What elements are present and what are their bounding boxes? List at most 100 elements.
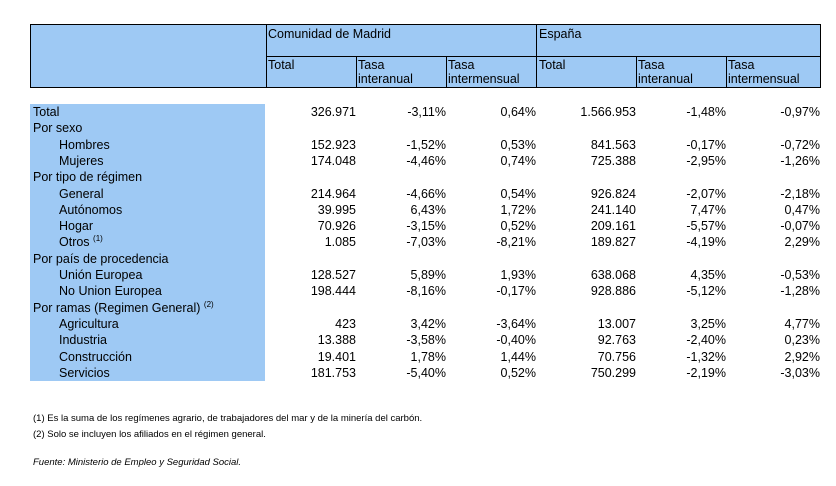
table-cell: 39.995: [317, 202, 356, 217]
table-row: Otros (1) 1.085 -7,03% -8,21% 189.827 -4,19% 2…: [0, 234, 836, 250]
table-cell: 423: [335, 316, 356, 331]
table-cell: 7,47%: [690, 202, 726, 217]
row-label: Por ramas (Regimen General) (2): [33, 299, 214, 315]
row-label: Unión Europea: [59, 268, 143, 282]
row-label: Otros (1): [59, 234, 103, 250]
source-note: Fuente: Ministerio de Empleo y Seguridad…: [33, 457, 242, 468]
header-tasa-intermensual-espana: Tasa intermensual: [728, 58, 800, 86]
table-cell: 189.827: [590, 235, 636, 250]
table-row: Industria 13.388 -3,58% -0,40% 92.763 -2,40% 0…: [0, 332, 836, 348]
table-row: Servicios 181.753 -5,40% 0,52% 750.299 -2,19%…: [0, 365, 836, 381]
table-cell: -0,97%: [780, 105, 820, 119]
table-cell: 2,92%: [784, 349, 820, 364]
table-cell: 92.763: [597, 333, 636, 348]
row-label: Agricultura: [59, 316, 119, 331]
table-cell: 926.824: [590, 186, 636, 201]
row-label: General: [59, 186, 104, 201]
table-row: Construcción 19.401 1,78% 1,44% 70.756 -1,32%…: [0, 349, 836, 365]
table-cell: -0,17%: [496, 284, 536, 299]
table-cell: 0,52%: [500, 219, 536, 234]
table-row: Hogar 70.926 -3,15% 0,52% 209.161 -5,57% -0,07…: [0, 218, 836, 234]
table-row: Unión Europea 128.527 5,89% 1,93% 638.068 4,3…: [0, 267, 836, 283]
table-row: Total 326.971 -3,11% 0,64% 1.566.953 -1,48% -0…: [0, 104, 836, 120]
table-cell: -3,64%: [496, 316, 536, 331]
table-cell: 214.964: [310, 186, 356, 201]
label-column-background: [30, 104, 265, 381]
table-row: General 214.964 -4,66% 0,54% 926.824 -2,07% -2…: [0, 186, 836, 202]
table-cell: -1,26%: [780, 153, 820, 168]
table-cell: 725.388: [590, 153, 636, 168]
table-cell: 3,25%: [690, 316, 726, 331]
table-cell: -0,53%: [780, 268, 820, 282]
table-row: Por tipo de régimen: [0, 169, 836, 185]
header-divider: [446, 56, 447, 87]
table-cell: -3,11%: [407, 105, 446, 119]
row-label: Total: [33, 105, 60, 119]
row-label: Mujeres: [59, 153, 104, 168]
table-cell: 0,52%: [500, 365, 536, 380]
header-divider: [636, 56, 637, 87]
footnote-1: (1) Es la suma de los regímenes agrario,…: [33, 413, 423, 424]
table-header: Comunidad de Madrid España Total Tasa int…: [30, 24, 821, 88]
table-cell: -8,21%: [496, 235, 536, 250]
table-cell: 13.388: [317, 333, 356, 348]
table-cell: 0,54%: [500, 186, 536, 201]
row-label: Servicios: [59, 365, 110, 380]
table-cell: 241.140: [590, 202, 636, 217]
table-cell: 0,53%: [500, 137, 536, 152]
table-cell: -1,48%: [686, 105, 726, 119]
table-cell: 70.756: [597, 349, 636, 364]
table-cell: -3,03%: [780, 365, 820, 380]
table-cell: 5,89%: [410, 268, 446, 282]
table-cell: -4,66%: [406, 186, 446, 201]
table-cell: 1,72%: [500, 202, 536, 217]
header-tasa-interanual-espana: Tasa interanual: [638, 58, 693, 86]
table-cell: -3,15%: [406, 219, 446, 234]
header-group-espana: España: [539, 27, 582, 41]
table-cell: -5,12%: [686, 284, 726, 299]
footnote-2: (2) Solo se incluyen los afiliados en el…: [33, 429, 266, 440]
table-cell: -2,40%: [686, 333, 726, 348]
table-cell: -2,18%: [780, 186, 820, 201]
table-cell: -1,52%: [406, 137, 446, 152]
table-cell: -7,03%: [406, 235, 446, 250]
header-tasa-interanual-madrid: Tasa interanual: [358, 58, 413, 86]
table-cell: 1,78%: [410, 349, 446, 364]
table-cell: 2,29%: [784, 235, 820, 250]
table-cell: -2,07%: [686, 186, 726, 201]
row-label: Hogar: [59, 219, 94, 234]
table-cell: 1.566.953: [580, 105, 636, 119]
table-cell: 128.527: [310, 268, 356, 282]
table-cell: -2,19%: [686, 365, 726, 380]
table-cell: 1,93%: [500, 268, 536, 282]
table-cell: 326.971: [310, 105, 356, 119]
table-cell: -4,46%: [406, 153, 446, 168]
table-cell: 13.007: [597, 316, 636, 331]
table-row: Autónomos 39.995 6,43% 1,72% 241.140 7,47% 0,4…: [0, 202, 836, 218]
table-cell: 0,23%: [784, 333, 820, 348]
table-cell: 6,43%: [410, 202, 446, 217]
header-total-madrid: Total: [268, 58, 295, 72]
table-cell: -0,40%: [496, 333, 536, 348]
header-divider: [356, 56, 357, 87]
row-label: Por tipo de régimen: [33, 170, 143, 185]
table-cell: -3,58%: [406, 333, 446, 348]
footnote-ref: (2): [203, 299, 214, 309]
table-cell: 209.161: [590, 219, 636, 234]
table-cell: 750.299: [590, 365, 636, 380]
row-label: Hombres: [59, 137, 110, 152]
footnote-ref: (1): [93, 234, 103, 244]
table-cell: -0,17%: [686, 137, 726, 152]
table-row: Por ramas (Regimen General) (2): [0, 300, 836, 316]
table-cell: 174.048: [310, 153, 356, 168]
table-cell: -4,19%: [686, 235, 726, 250]
table-cell: 70.926: [317, 219, 356, 234]
table-cell: 638.068: [590, 268, 636, 282]
table-cell: 928.886: [590, 284, 636, 299]
header-divider: [726, 56, 727, 87]
table-cell: 841.563: [590, 137, 636, 152]
table-cell: -5,57%: [686, 219, 726, 234]
row-label: Por sexo: [33, 121, 83, 136]
table-cell: 3,42%: [410, 316, 446, 331]
table-row: Hombres 152.923 -1,52% 0,53% 841.563 -0,17% -0…: [0, 137, 836, 153]
